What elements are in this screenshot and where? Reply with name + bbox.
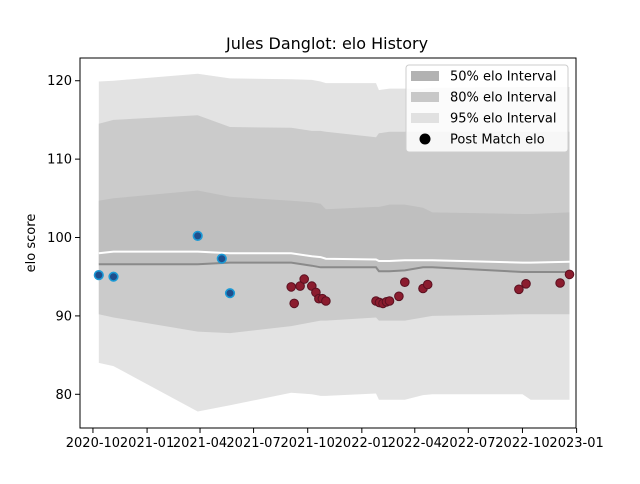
y-tick-label: 100 bbox=[47, 231, 72, 246]
post-match-point bbox=[108, 271, 119, 282]
y-tick-label: 80 bbox=[55, 388, 72, 403]
x-tick-label: 2020-10 bbox=[66, 436, 120, 451]
post-match-point bbox=[514, 284, 524, 295]
post-match-point bbox=[521, 279, 531, 289]
x-tick-label: 2022-10 bbox=[495, 436, 549, 451]
legend-swatch bbox=[411, 71, 439, 81]
median-line bbox=[98, 261, 570, 273]
post-match-point bbox=[321, 296, 331, 306]
plot-frame bbox=[79, 57, 577, 429]
y-tick-label: 90 bbox=[55, 309, 72, 324]
post-match-point bbox=[224, 288, 236, 299]
x-tick-label: 2022-01 bbox=[335, 436, 389, 451]
post-match-point bbox=[216, 253, 227, 264]
x-tick-label: 2023-01 bbox=[549, 436, 603, 451]
legend-marker bbox=[419, 133, 431, 145]
trend-lines bbox=[98, 250, 570, 273]
legend: 50% elo Interval 80% elo Interval 95% elo … bbox=[405, 64, 569, 153]
y-axis: 80 90 100 110 120 bbox=[47, 74, 80, 403]
x-tick-label: 2022-07 bbox=[441, 436, 495, 451]
post-match-point bbox=[555, 278, 565, 288]
x-tick-label: 2021-04 bbox=[173, 436, 227, 451]
chart-title: Jules Danglot: elo History bbox=[225, 34, 428, 53]
post-match-point bbox=[289, 298, 300, 309]
y-tick-label: 120 bbox=[47, 74, 72, 89]
y-axis-label: elo score bbox=[24, 214, 39, 273]
legend-label: 50% elo Interval bbox=[450, 70, 557, 85]
post-match-point bbox=[384, 296, 395, 306]
y-tick-label: 110 bbox=[47, 153, 72, 168]
mean-line bbox=[98, 250, 570, 264]
x-tick-label: 2021-10 bbox=[281, 436, 335, 451]
post-match-point bbox=[93, 270, 104, 281]
post-match-point bbox=[299, 274, 310, 284]
post-match-point bbox=[422, 279, 433, 290]
x-tick-label: 2021-01 bbox=[120, 436, 174, 451]
interval-bands bbox=[98, 73, 570, 412]
post-match-point bbox=[394, 291, 404, 302]
post-match-point bbox=[564, 269, 575, 280]
post-match-point bbox=[286, 282, 297, 292]
match-points bbox=[93, 230, 575, 309]
legend-swatch bbox=[411, 113, 439, 123]
x-tick-label: 2022-04 bbox=[388, 436, 442, 451]
legend-box bbox=[405, 64, 569, 153]
legend-swatch bbox=[411, 92, 439, 102]
legend-label: 80% elo Interval bbox=[450, 91, 557, 106]
legend-label: 95% elo Interval bbox=[450, 112, 557, 127]
post-match-point bbox=[295, 281, 305, 291]
post-match-point bbox=[192, 230, 203, 241]
legend-label: Post Match elo bbox=[450, 133, 545, 148]
post-match-point bbox=[400, 277, 410, 288]
x-tick-label: 2021-07 bbox=[226, 436, 280, 451]
